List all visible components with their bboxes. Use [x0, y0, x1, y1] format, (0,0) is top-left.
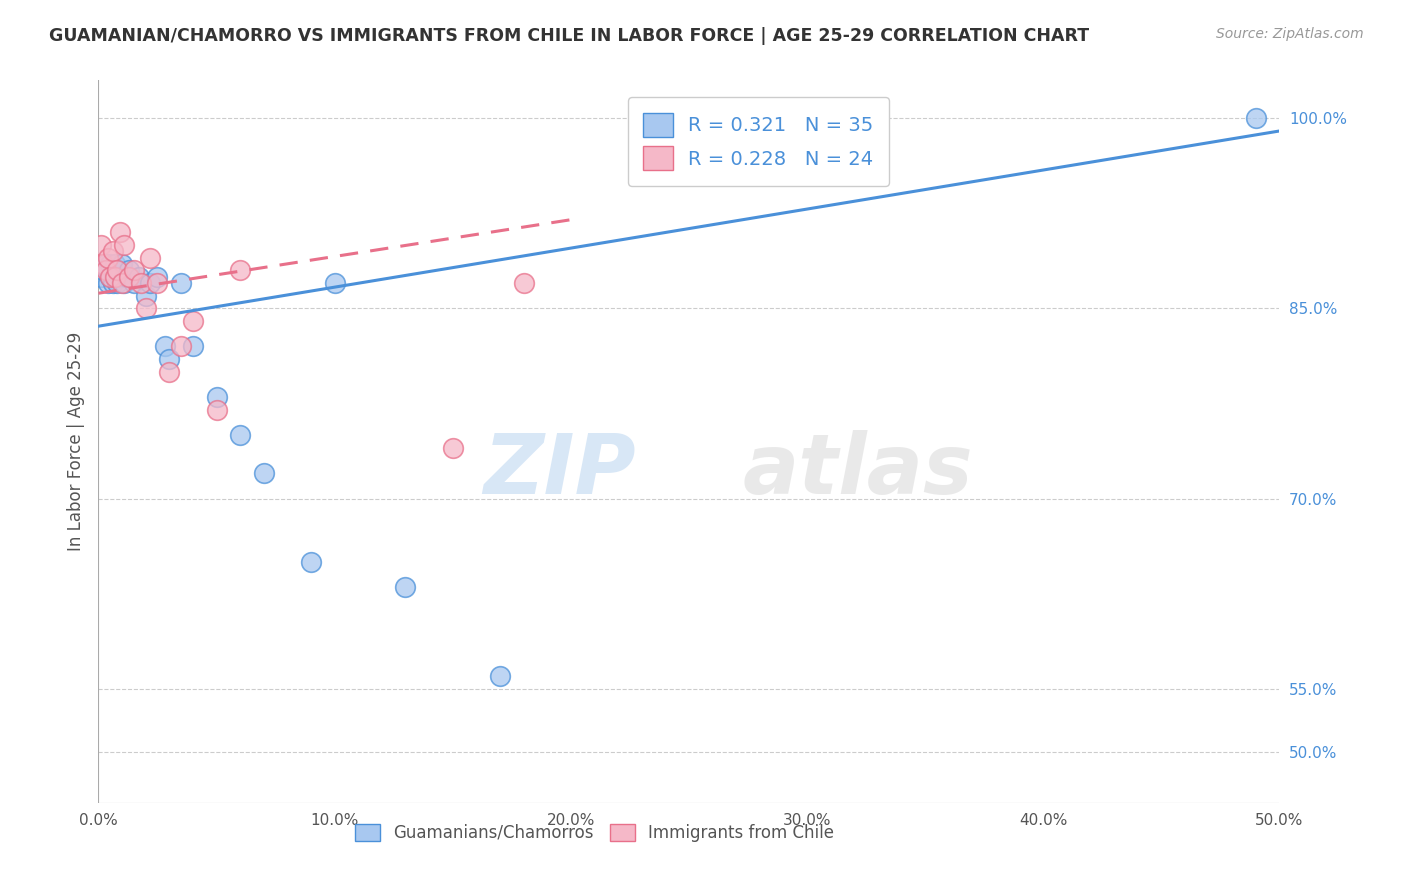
Point	[441, 441, 464, 455]
Point	[146, 276, 169, 290]
Point	[111, 257, 134, 271]
Point	[122, 263, 145, 277]
Point	[170, 276, 193, 290]
Point	[229, 263, 252, 277]
Point	[129, 276, 152, 290]
Point	[105, 263, 128, 277]
Y-axis label: In Labor Force | Age 25-29: In Labor Force | Age 25-29	[66, 332, 84, 551]
Point	[157, 365, 180, 379]
Legend: Guamanians/Chamorros, Immigrants from Chile: Guamanians/Chamorros, Immigrants from Ch…	[347, 817, 841, 848]
Point	[94, 263, 117, 277]
Point	[1244, 112, 1267, 126]
Point	[118, 263, 141, 277]
Point	[135, 301, 157, 316]
Point	[101, 276, 124, 290]
Point	[91, 257, 114, 271]
Point	[205, 390, 228, 404]
Point	[112, 276, 135, 290]
Text: GUAMANIAN/CHAMORRO VS IMMIGRANTS FROM CHILE IN LABOR FORCE | AGE 25-29 CORRELATI: GUAMANIAN/CHAMORRO VS IMMIGRANTS FROM CH…	[49, 27, 1090, 45]
Point	[146, 269, 169, 284]
Point	[101, 244, 124, 259]
Point	[512, 276, 534, 290]
Point	[394, 580, 416, 594]
Point	[108, 226, 131, 240]
Text: atlas: atlas	[742, 430, 973, 511]
Point	[135, 289, 157, 303]
Point	[115, 269, 138, 284]
Point	[90, 238, 112, 252]
Point	[122, 276, 145, 290]
Point	[299, 555, 322, 569]
Point	[253, 467, 276, 481]
Point	[91, 263, 114, 277]
Point	[157, 352, 180, 367]
Point	[101, 263, 124, 277]
Point	[118, 269, 141, 284]
Point	[128, 269, 150, 284]
Point	[205, 402, 228, 417]
Point	[104, 257, 127, 271]
Text: ZIP: ZIP	[484, 430, 636, 511]
Point	[108, 269, 131, 284]
Point	[139, 251, 162, 265]
Point	[97, 251, 120, 265]
Point	[98, 269, 121, 284]
Point	[170, 339, 193, 353]
Point	[94, 257, 117, 271]
Point	[153, 339, 176, 353]
Point	[112, 238, 135, 252]
Point	[98, 269, 121, 284]
Point	[104, 269, 127, 284]
Point	[139, 276, 162, 290]
Point	[489, 669, 512, 683]
Point	[105, 276, 128, 290]
Point	[105, 263, 128, 277]
Point	[181, 314, 204, 328]
Point	[98, 257, 121, 271]
Point	[104, 269, 127, 284]
Point	[97, 276, 120, 290]
Point	[323, 276, 346, 290]
Point	[90, 269, 112, 284]
Point	[97, 263, 120, 277]
Point	[111, 276, 134, 290]
Point	[229, 428, 252, 442]
Point	[181, 339, 204, 353]
Text: Source: ZipAtlas.com: Source: ZipAtlas.com	[1216, 27, 1364, 41]
